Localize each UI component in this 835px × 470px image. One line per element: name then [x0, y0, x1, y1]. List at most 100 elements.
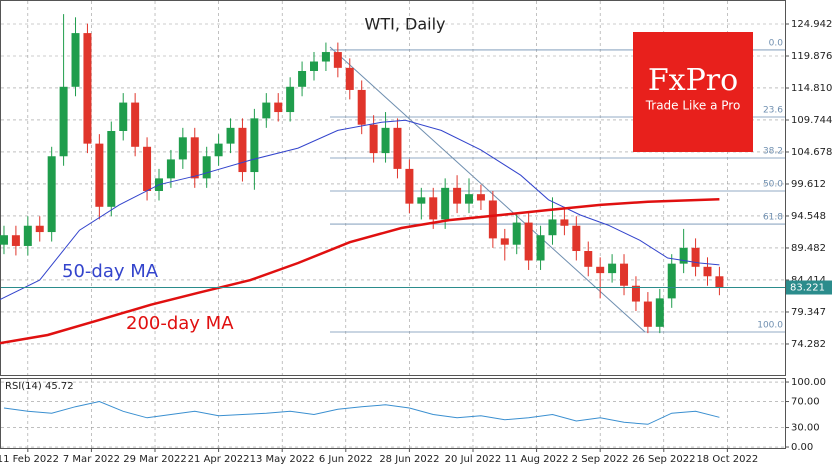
y-tick-label: 99.612: [791, 179, 826, 190]
chart-title: WTI, Daily: [365, 15, 446, 34]
y-tick-label: 74.282: [791, 339, 826, 350]
candle-body: [560, 219, 569, 226]
candle-body: [500, 238, 509, 245]
y-tick-label: 114.810: [791, 83, 832, 94]
rsi-label: RSI(14) 45.72: [5, 381, 74, 392]
candle-body: [226, 127, 235, 144]
y-tick-label: 30.00: [791, 423, 820, 434]
candle-body: [524, 222, 533, 261]
x-tick-label: 6 Jun 2022: [319, 454, 373, 465]
candle-body: [11, 235, 20, 246]
y-tick-label: 0.00: [791, 442, 813, 453]
candle-body: [643, 301, 652, 327]
x-tick-label: 28 Jun 2022: [379, 454, 439, 465]
candle-body: [0, 235, 8, 245]
ma-line: [0, 119, 720, 301]
candle-body: [178, 137, 187, 160]
candle-body: [357, 89, 366, 125]
candle-body: [691, 247, 700, 267]
logo-tagline: Trade Like a Pro: [645, 99, 741, 113]
fib-label: 50.0: [763, 180, 783, 190]
candle-body: [23, 225, 32, 246]
x-tick-label: 26 Sep 2022: [632, 454, 695, 465]
candle-body: [441, 187, 450, 220]
candle-body: [107, 131, 116, 207]
x-tick-label: 11 Feb 2022: [0, 454, 59, 465]
candle-body: [214, 143, 223, 157]
candle-body: [143, 146, 152, 192]
fib-trend-line: [329, 46, 646, 333]
candle-body: [584, 251, 593, 267]
ma50-label: 50-day MA: [62, 261, 159, 282]
candle-body: [47, 156, 56, 233]
candle-body: [262, 102, 271, 119]
candle-body: [453, 187, 462, 204]
candle-body: [250, 118, 259, 173]
y-tick-label: 119.876: [791, 51, 832, 62]
x-tick-label: 2 Sep 2022: [572, 454, 629, 465]
candle-body: [286, 86, 295, 113]
candle-body: [679, 247, 688, 264]
candle-body: [429, 197, 438, 220]
fib-label: 61.8: [763, 213, 783, 223]
candle-body: [71, 33, 80, 87]
candle-body: [59, 86, 68, 157]
candle-body: [369, 124, 378, 154]
candle-body: [405, 168, 414, 204]
fib-label: 23.6: [763, 105, 783, 115]
candle-body: [333, 52, 342, 68]
candle-body: [393, 127, 402, 169]
y-tick-label: 104.678: [791, 147, 832, 158]
candle-body: [238, 127, 247, 173]
candle-body: [465, 194, 474, 204]
y-tick-label: 84.414: [791, 275, 826, 286]
candle-body: [119, 102, 128, 132]
ma-line: [0, 197, 720, 345]
rsi-panel: [0, 378, 786, 449]
y-tick-label: 124.942: [791, 19, 832, 30]
candle-body: [596, 266, 605, 274]
fib-label: 38.2: [763, 146, 783, 156]
fib-label: 0.0: [769, 38, 784, 48]
y-tick-label: 79.347: [791, 307, 826, 318]
candle-body: [190, 137, 199, 179]
candle-body: [274, 102, 283, 113]
candle-body: [536, 235, 545, 261]
candle-body: [166, 159, 175, 179]
x-tick-label: 13 May 2022: [250, 454, 315, 465]
candle-body: [83, 33, 92, 144]
candle-body: [631, 285, 640, 302]
candle-body: [715, 276, 724, 288]
ma200-label: 200-day MA: [126, 313, 234, 334]
logo-box: [633, 32, 753, 152]
logo-brand: FxPro: [648, 63, 738, 98]
candle-body: [655, 298, 664, 327]
candle-body: [321, 52, 330, 62]
candle-body: [345, 67, 354, 90]
candle-body: [488, 200, 497, 239]
candle-body: [202, 156, 211, 179]
last-price-label: 83.221: [790, 283, 825, 294]
candle-body: [548, 219, 557, 236]
x-tick-label: 11 Aug 2022: [505, 454, 569, 465]
candle-body: [703, 266, 712, 277]
candle-body: [608, 263, 617, 274]
candle-body: [476, 194, 485, 201]
candle-body: [620, 263, 629, 286]
candle-body: [572, 225, 581, 252]
y-tick-label: 109.744: [791, 115, 832, 126]
x-tick-label: 29 Mar 2022: [123, 454, 186, 465]
y-tick-label: 89.482: [791, 243, 826, 254]
candle-body: [381, 127, 390, 154]
y-tick-label: 94.548: [791, 211, 826, 222]
candle-body: [417, 197, 426, 204]
candle-body: [35, 225, 44, 233]
x-tick-label: 20 Jul 2022: [445, 454, 502, 465]
x-tick-label: 7 Mar 2022: [63, 454, 120, 465]
candle-body: [667, 263, 676, 299]
candle-body: [310, 61, 318, 71]
x-tick-label: 18 Oct 2022: [696, 454, 758, 465]
candle-body: [95, 143, 104, 207]
